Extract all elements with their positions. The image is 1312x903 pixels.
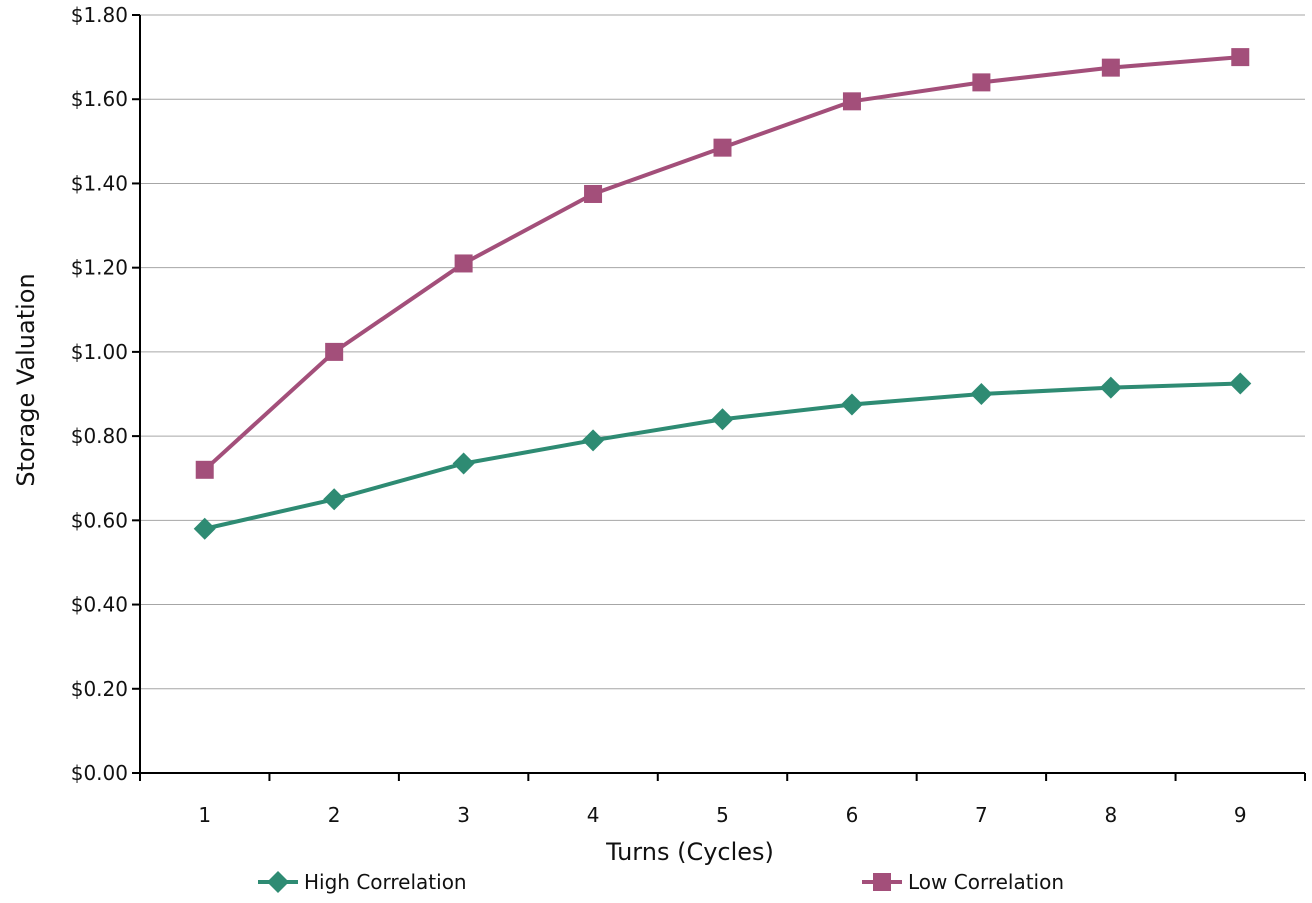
data-point (582, 429, 605, 452)
x-tick-label: 3 (457, 803, 470, 827)
data-point (711, 408, 734, 431)
legend-item-2: Low Correlation (862, 870, 1064, 894)
legend-label: Low Correlation (908, 870, 1064, 894)
y-tick-label: $0.20 (71, 677, 128, 701)
axes (132, 14, 1306, 781)
series-line (204, 381, 1241, 531)
x-tick-label: 2 (328, 803, 341, 827)
data-point (840, 393, 863, 416)
y-tick-label: $0.80 (71, 424, 128, 448)
legend-label: High Correlation (304, 870, 467, 894)
data-point (1101, 58, 1120, 77)
y-tick-label: $1.60 (71, 87, 128, 111)
y-tick-label: $1.00 (71, 340, 128, 364)
y-tick-label: $1.20 (71, 256, 128, 280)
y-tick-labels: $0.00 $0.20 $0.40 $0.60 $0.80 $1.00 $1.20 $1.40… (71, 3, 128, 785)
series (193, 48, 1252, 540)
x-axis-title: Turns (Cycles) (605, 838, 774, 866)
x-tick-label: 8 (1104, 803, 1117, 827)
data-point (1099, 376, 1122, 399)
data-point (970, 383, 993, 405)
data-point (1229, 372, 1252, 395)
data-point (842, 92, 861, 111)
series-1 (193, 372, 1252, 540)
y-tick-label: $0.00 (71, 761, 128, 785)
x-tick-label: 9 (1234, 803, 1247, 827)
data-point (454, 254, 473, 273)
x-tick-label: 6 (846, 803, 859, 827)
legend-swatch-marker (873, 873, 891, 891)
y-tick-label: $0.60 (71, 508, 128, 532)
x-tick-labels: 1 2 3 4 5 6 7 8 9 (198, 803, 1246, 827)
y-tick-label: $1.40 (71, 171, 128, 195)
data-point (323, 488, 346, 511)
x-tick-label: 4 (587, 803, 600, 827)
data-point (325, 342, 344, 361)
x-tick-label: 7 (975, 803, 988, 827)
y-tick-label: $0.40 (71, 593, 128, 617)
data-point (584, 184, 603, 203)
data-point (1231, 48, 1250, 67)
data-point (972, 73, 991, 92)
legend: High Correlation Low Correlation (258, 870, 1064, 894)
legend-item-1: High Correlation (258, 870, 467, 894)
data-point (452, 452, 475, 475)
data-point (195, 460, 214, 479)
series-line (203, 55, 1241, 472)
data-point (193, 517, 216, 540)
series-2 (195, 48, 1250, 479)
data-point (713, 138, 732, 157)
y-tick-label: $1.80 (71, 3, 128, 27)
x-tick-label: 5 (716, 803, 729, 827)
y-axis-title: Storage Valuation (12, 273, 40, 486)
x-tick-label: 1 (198, 803, 211, 827)
legend-swatch-marker (267, 871, 289, 893)
gridlines (140, 14, 1305, 690)
